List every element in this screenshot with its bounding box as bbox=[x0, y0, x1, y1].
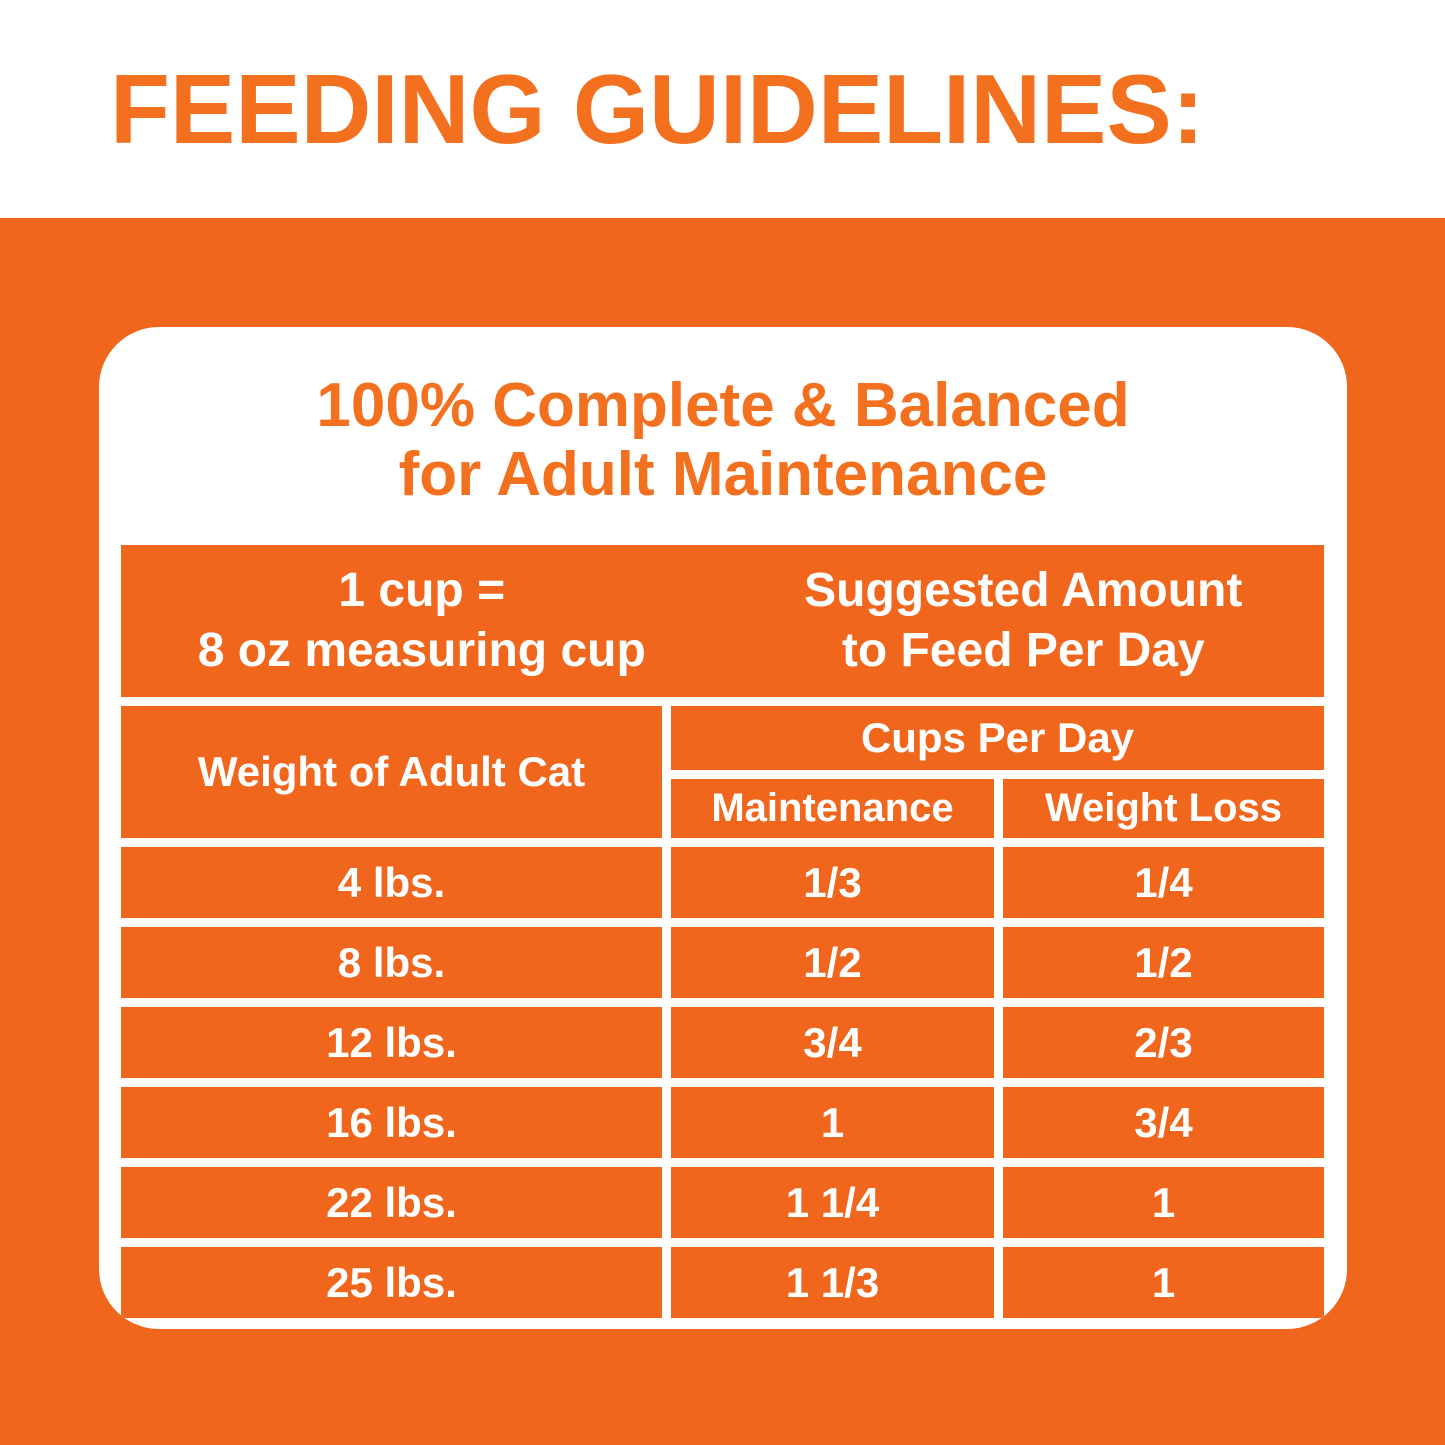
row-weight-cell: 12 lbs. bbox=[121, 1007, 662, 1078]
cup-note-line2: 8 oz measuring cup bbox=[197, 624, 646, 677]
row-weight-cell: 8 lbs. bbox=[121, 927, 662, 998]
row-weight-cell: 25 lbs. bbox=[121, 1247, 662, 1318]
column-header-weight-loss: Weight Loss bbox=[1003, 779, 1324, 838]
row-weight-cell: 22 lbs. bbox=[121, 1167, 662, 1238]
row-weight-cell: 4 lbs. bbox=[121, 847, 662, 918]
panel-heading: 100% Complete & Balanced for Adult Maint… bbox=[121, 327, 1325, 545]
suggested-amount-note: Suggested Amount to Feed Per Day bbox=[723, 561, 1325, 680]
row-maintenance-cell: 1/2 bbox=[671, 927, 994, 998]
heading-line1: 100% Complete & Balanced bbox=[316, 370, 1130, 440]
cup-note-line1: 1 cup = bbox=[338, 564, 506, 618]
row-maintenance-cell: 3/4 bbox=[671, 1007, 994, 1078]
row-weight-loss-cell: 1 bbox=[1003, 1167, 1324, 1238]
row-weight-loss-cell: 1/2 bbox=[1003, 927, 1324, 998]
row-weight-loss-cell: 2/3 bbox=[1003, 1007, 1324, 1078]
table-note-band: 1 cup = 8 oz measuring cup Suggested Amo… bbox=[121, 545, 1324, 697]
row-weight-loss-cell: 1 bbox=[1003, 1247, 1324, 1318]
suggested-line1: Suggested Amount bbox=[804, 564, 1243, 618]
column-header-weight: Weight of Adult Cat bbox=[121, 706, 662, 838]
column-header-maintenance: Maintenance bbox=[671, 779, 994, 838]
column-header-cups-per-day: Cups Per Day bbox=[671, 706, 1324, 770]
cup-measure-note: 1 cup = 8 oz measuring cup bbox=[121, 561, 723, 680]
guidelines-panel: 100% Complete & Balanced for Adult Maint… bbox=[99, 327, 1347, 1329]
heading-line2: for Adult Maintenance bbox=[398, 440, 1048, 509]
row-maintenance-cell: 1 bbox=[671, 1087, 994, 1158]
suggested-line2: to Feed Per Day bbox=[841, 624, 1205, 677]
row-maintenance-cell: 1 1/3 bbox=[671, 1247, 994, 1318]
row-weight-loss-cell: 3/4 bbox=[1003, 1087, 1324, 1158]
row-maintenance-cell: 1/3 bbox=[671, 847, 994, 918]
feeding-table: 1 cup = 8 oz measuring cup Suggested Amo… bbox=[121, 545, 1325, 1318]
page-title: FEEDING GUIDELINES: bbox=[110, 53, 1205, 164]
row-maintenance-cell: 1 1/4 bbox=[671, 1167, 994, 1238]
title-band: FEEDING GUIDELINES: bbox=[0, 0, 1445, 218]
row-weight-cell: 16 lbs. bbox=[121, 1087, 662, 1158]
row-weight-loss-cell: 1/4 bbox=[1003, 847, 1324, 918]
